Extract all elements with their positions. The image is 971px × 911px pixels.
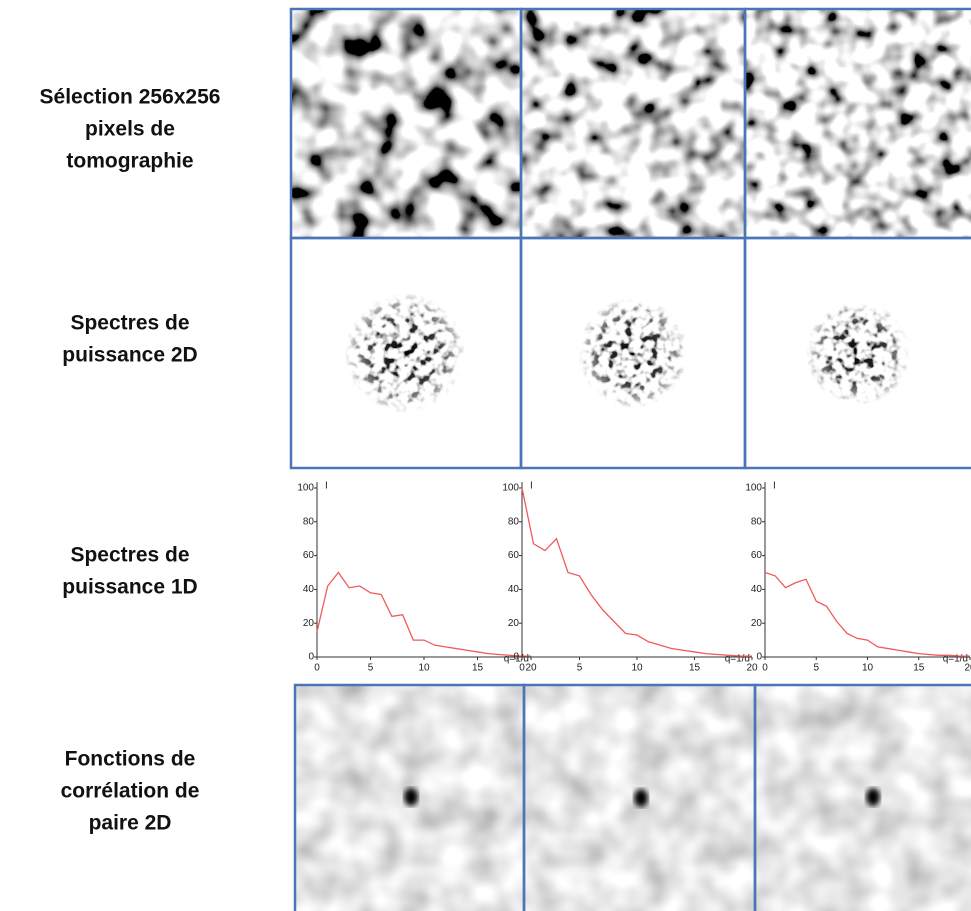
x-tick-label: 10 (418, 663, 430, 674)
x-tick-label: 15 (913, 663, 925, 674)
row-label: Spectres de (70, 544, 189, 567)
y-tick-label: 20 (303, 618, 315, 629)
y-tick-label: 40 (508, 584, 520, 595)
row-label: paire 2D (89, 812, 172, 835)
data-line (521, 487, 752, 657)
x-tick-label: 0 (519, 663, 525, 674)
row-label: puissance 2D (62, 344, 197, 367)
x-axis-label: q=1/d (943, 654, 968, 665)
tomography-image (290, 8, 521, 238)
x-tick-label: 20 (746, 663, 758, 674)
correlation-peak (866, 788, 880, 806)
x-axis-label: q=1/d (504, 654, 529, 665)
data-line (764, 571, 970, 657)
power-spectrum-2d (745, 238, 971, 468)
y-axis-label: I (530, 481, 533, 492)
y-tick-label: 60 (751, 550, 763, 561)
correlation-image (755, 685, 971, 911)
row-label: Fonctions de (65, 748, 196, 771)
x-tick-label: 5 (577, 663, 583, 674)
row-label: corrélation de (61, 780, 200, 803)
x-tick-label: 0 (762, 663, 768, 674)
row-label: puissance 1D (62, 576, 197, 599)
x-tick-label: 15 (472, 663, 484, 674)
tomography-image (521, 8, 745, 238)
x-tick-label: 10 (631, 663, 643, 674)
y-axis-label: I (773, 481, 776, 492)
tomography-image (745, 8, 971, 238)
row-label: Spectres de (70, 312, 189, 335)
row-label: tomographie (66, 150, 193, 173)
power-spectrum-2d (521, 238, 745, 468)
correlation-peak (404, 788, 418, 806)
x-tick-label: 5 (813, 663, 819, 674)
y-tick-label: 0 (756, 652, 762, 663)
data-line (316, 571, 531, 657)
y-tick-label: 40 (303, 584, 315, 595)
x-tick-label: 5 (368, 663, 374, 674)
power-spectrum-2d (290, 238, 521, 468)
y-tick-label: 40 (751, 584, 763, 595)
x-axis-label: q=1/d (725, 654, 750, 665)
y-tick-label: 80 (508, 516, 520, 527)
y-tick-label: 100 (297, 483, 314, 494)
row-labels: Sélection 256x256 pixels de tomographie Spe… (40, 86, 221, 835)
y-tick-label: 60 (303, 550, 315, 561)
x-tick-label: 15 (689, 663, 701, 674)
y-tick-label: 0 (308, 652, 314, 663)
x-tick-label: 20 (525, 663, 537, 674)
x-tick-label: 0 (314, 663, 320, 674)
x-tick-label: 10 (862, 663, 874, 674)
x-tick-label: 20 (964, 663, 971, 674)
frame (743, 236, 971, 470)
y-tick-label: 80 (303, 516, 315, 527)
y-tick-label: 100 (745, 483, 762, 494)
y-tick-label: 100 (502, 483, 519, 494)
row-label: Sélection 256x256 (40, 86, 221, 109)
y-tick-label: 20 (751, 618, 763, 629)
y-tick-label: 60 (508, 550, 520, 561)
frame (753, 683, 971, 911)
row-label: pixels de (85, 118, 175, 141)
y-axis-label: I (325, 481, 328, 492)
y-tick-label: 80 (751, 516, 763, 527)
y-tick-label: 20 (508, 618, 520, 629)
correlation-peak (634, 789, 648, 807)
y-tick-label: 0 (513, 652, 519, 663)
